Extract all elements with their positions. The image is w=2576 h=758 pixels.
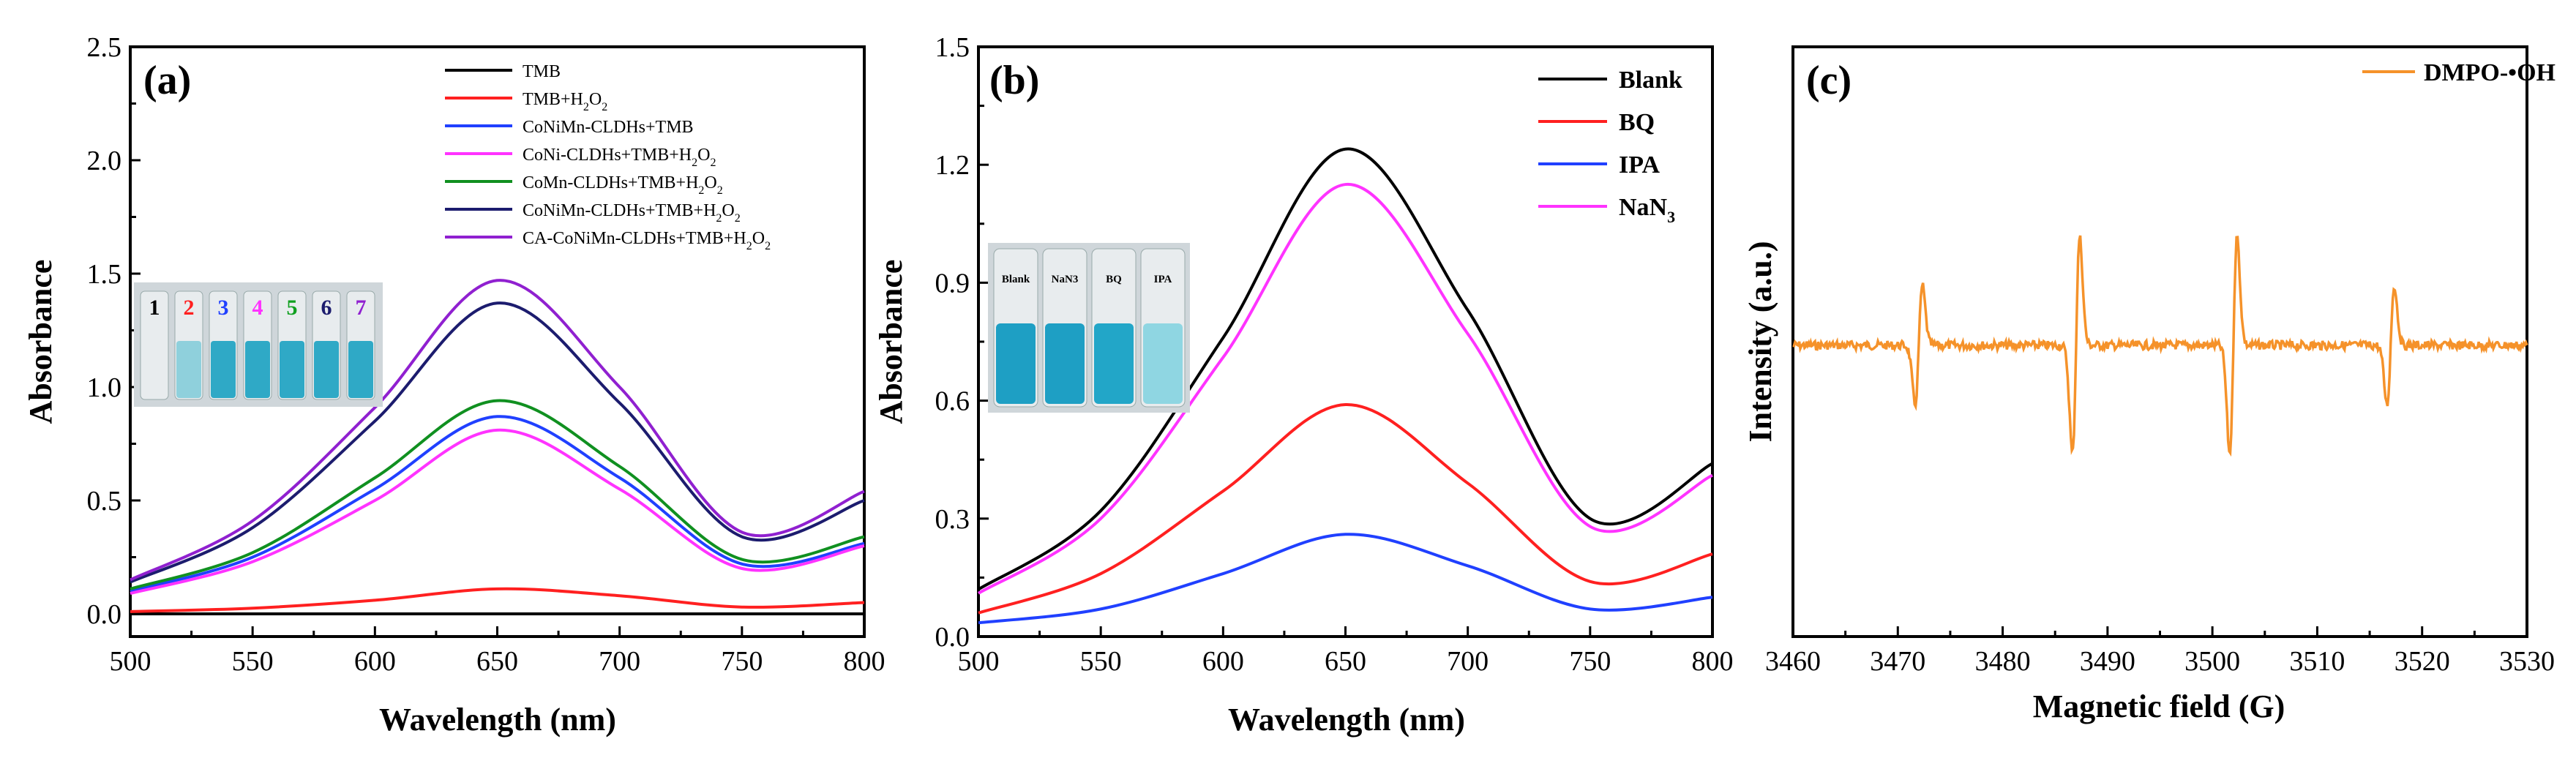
b-series-3: [977, 183, 1713, 595]
c-panel-label: (c): [1806, 58, 1852, 103]
b-ytick-label: 1.2: [935, 150, 970, 181]
a-series-3: [130, 428, 865, 596]
b-xtick-label: 650: [1325, 646, 1366, 677]
c-xtick-label: 3510: [2289, 646, 2345, 677]
b-series-0: [977, 147, 1713, 591]
a-ytick-label: 1.0: [87, 372, 122, 403]
a-series-1: [130, 587, 865, 613]
a-panel-label: (a): [143, 58, 191, 103]
b-panel-label: (b): [989, 58, 1039, 103]
b-vial-label: Blank: [1002, 274, 1030, 285]
b-ytick-label: 0.6: [935, 386, 970, 417]
b-xtick-label: 600: [1202, 646, 1244, 677]
c-xtick-label: 3520: [2395, 646, 2450, 677]
c-xtick-label: 3460: [1765, 646, 1821, 677]
a-xtick-label: 600: [354, 646, 396, 677]
b-xtick-label: 750: [1569, 646, 1611, 677]
b-legend-label: BQ: [1619, 109, 1655, 136]
a-xtick-label: 500: [110, 646, 151, 677]
a-xtick-label: 650: [476, 646, 518, 677]
b-legend-label: NaN3: [1619, 194, 1675, 226]
c-xtick-label: 3480: [1975, 646, 2031, 677]
a-vial: [140, 290, 169, 400]
b-ytick-label: 0.0: [935, 622, 970, 653]
b-inset-photo: Blank NaN3 BQ IPA: [988, 243, 1190, 413]
c-legend: DMPO-•OH: [2362, 59, 2556, 86]
b-ytick-label: 0.3: [935, 504, 970, 535]
a-vial-number: 1: [149, 296, 160, 320]
panel-c: 3460 3470 3480 3490 3500 3510 3520 3530 (c) Mag…: [1742, 45, 2556, 724]
a-ytick-label: 0.5: [87, 486, 122, 517]
b-series-1: [978, 402, 1713, 615]
c-ticks: 3460 3470 3480 3490 3500 3510 3520 3530: [1765, 626, 2555, 677]
a-legend-label: CA-CoNiMn-CLDHs+TMB+H2O2: [523, 229, 771, 252]
a-legend-label: TMB: [523, 62, 561, 81]
a-ytick-label: 1.5: [87, 259, 122, 290]
c-legend-label: DMPO-•OH: [2424, 59, 2556, 86]
b-legend-label: IPA: [1619, 151, 1660, 179]
a-legend-label: CoNiMn-CLDHs+TMB: [523, 118, 694, 137]
b-ytick-label: 0.9: [935, 268, 970, 299]
b-legend: Blank BQ IPA NaN3: [1538, 67, 1682, 226]
a-vial-number: 2: [184, 296, 195, 320]
panel-a: 500 550 600 650 700 750 8000.00.51.01.52.02.5 …: [23, 32, 886, 738]
a-xtick-label: 800: [844, 646, 886, 677]
b-curves: [977, 147, 1713, 625]
b-xtick-label: 800: [1692, 646, 1734, 677]
a-xtick-label: 750: [721, 646, 763, 677]
b-xtick-label: 550: [1080, 646, 1122, 677]
c-xtick-label: 3500: [2184, 646, 2240, 677]
panel-b: 500 550 600 650 700 750 8000.00.30.60.91.21.5 …: [873, 32, 1734, 738]
a-series-6: [130, 279, 865, 582]
a-ytick-label: 2.0: [87, 146, 122, 176]
a-vial-number: 4: [252, 296, 263, 320]
a-xtick-label: 550: [232, 646, 274, 677]
c-xtick-label: 3530: [2499, 646, 2555, 677]
b-series-2: [978, 533, 1713, 625]
c-xlabel: Magnetic field (G): [2033, 688, 2285, 724]
b-vial-label: BQ: [1106, 274, 1122, 285]
c-xtick-label: 3490: [2080, 646, 2135, 677]
a-vial-number: 5: [287, 296, 298, 320]
a-xlabel: Wavelength (nm): [379, 702, 616, 738]
b-xtick-label: 500: [958, 646, 1000, 677]
a-series-4: [130, 399, 865, 590]
a-legend: TMB TMB+H2O2 CoNiMn-CLDHs+TMB CoNi-CLDHs+TM…: [445, 62, 771, 252]
a-legend-label: TMB+H2O2: [523, 90, 607, 113]
b-ytick-label: 1.5: [935, 32, 970, 63]
a-legend-label: CoNiMn-CLDHs+TMB+H2O2: [523, 201, 741, 225]
a-legend-label: CoMn-CLDHs+TMB+H2O2: [523, 173, 723, 197]
b-ylabel: Absorbance: [873, 260, 909, 424]
a-vial-number: 3: [218, 296, 229, 320]
a-series-2: [130, 415, 865, 593]
a-ytick-label: 2.5: [87, 32, 122, 63]
b-vial-label: IPA: [1154, 274, 1172, 285]
b-xtick-label: 700: [1447, 646, 1489, 677]
c-series-0: [1792, 235, 2528, 457]
b-xlabel: Wavelength (nm): [1228, 702, 1465, 738]
a-ytick-label: 0.0: [87, 599, 122, 630]
b-ticks: 500 550 600 650 700 750 800 0.0 0.3 0.6 0.9 1.2 1.5: [935, 32, 1734, 677]
a-ticks: 500 550 600 650 700 750 800 0.0 0.5 1.0 1.5 2.0 2.5: [87, 32, 886, 677]
a-xtick-label: 700: [599, 646, 640, 677]
b-vial-label: NaN3: [1052, 274, 1079, 285]
a-vial-number: 7: [356, 296, 367, 320]
b-legend-label: Blank: [1619, 67, 1682, 94]
a-ylabel: Absorbance: [23, 260, 59, 424]
a-curves: [130, 279, 865, 616]
a-legend-label: CoNi-CLDHs+TMB+H2O2: [523, 146, 716, 169]
c-xtick-label: 3470: [1870, 646, 1925, 677]
c-ylabel: Intensity (a.u.): [1742, 241, 1778, 442]
a-series-5: [130, 301, 865, 584]
a-vial-number: 6: [321, 296, 332, 320]
c-curves: [1792, 235, 2528, 457]
